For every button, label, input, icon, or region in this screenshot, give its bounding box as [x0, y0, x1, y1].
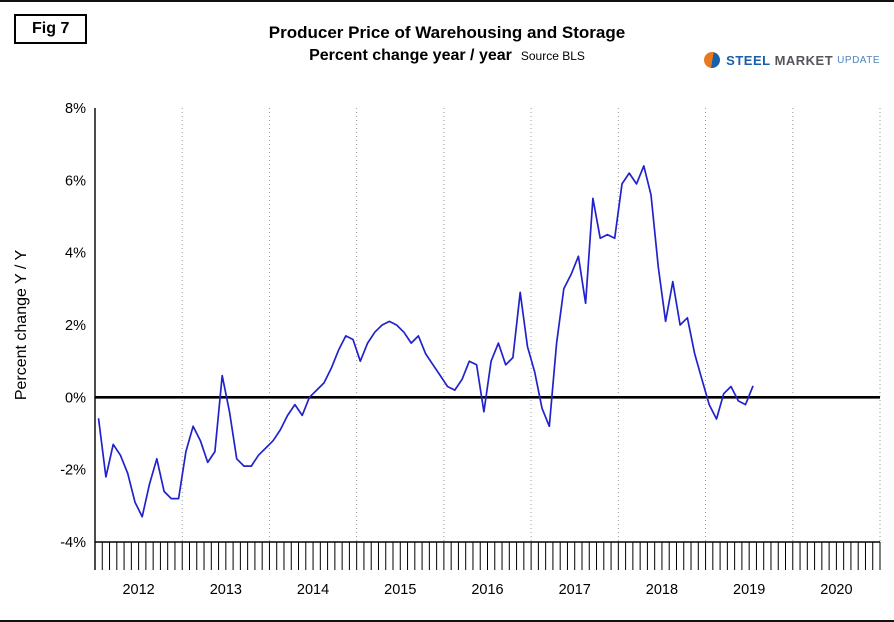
chart-subtitle: Percent change year / year Source BLS — [120, 45, 774, 67]
source-note: Source BLS — [520, 48, 585, 63]
smu-globe-icon — [704, 52, 721, 68]
line-chart-canvas: 8% 6% 4% 2% 0% -2% -4% 2012 2013 2014 2015 2016 2017… — [13, 101, 881, 598]
svg-text:2016: 2016 — [471, 582, 503, 598]
logo-word-update: UPDATE — [837, 54, 880, 66]
svg-text:2015: 2015 — [384, 582, 416, 598]
steel-market-update-logo: STEEL MARKET UPDATE — [704, 52, 880, 68]
chart-title: Producer Price of Warehousing and Storag… — [268, 23, 626, 42]
svg-text:2013: 2013 — [210, 582, 242, 598]
svg-text:6%: 6% — [65, 173, 86, 189]
svg-text:2020: 2020 — [820, 582, 852, 598]
figure-number-box: Fig 7 — [14, 14, 88, 44]
svg-text:4%: 4% — [65, 246, 86, 262]
chart-area: 8% 6% 4% 2% 0% -2% -4% 2012 2013 2014 2015 2016 2017… — [0, 90, 894, 610]
svg-text:2012: 2012 — [122, 582, 154, 598]
svg-text:2019: 2019 — [733, 582, 765, 598]
chart-titles: Producer Price of Warehousing and Storag… — [120, 22, 774, 67]
svg-text:2%: 2% — [65, 318, 86, 334]
svg-text:0%: 0% — [65, 390, 86, 406]
chart-subtitle-text: Percent change year / year — [309, 46, 512, 64]
svg-text:2017: 2017 — [559, 582, 591, 598]
svg-text:2014: 2014 — [297, 582, 329, 598]
logo-word-market: MARKET — [774, 52, 834, 68]
svg-text:-2%: -2% — [60, 463, 86, 479]
svg-text:8%: 8% — [65, 101, 86, 117]
svg-text:Percent change Y / Y: Percent change Y / Y — [13, 250, 30, 401]
svg-text:-4%: -4% — [60, 535, 86, 551]
logo-word-steel: STEEL — [726, 52, 771, 68]
svg-text:2018: 2018 — [646, 582, 678, 598]
